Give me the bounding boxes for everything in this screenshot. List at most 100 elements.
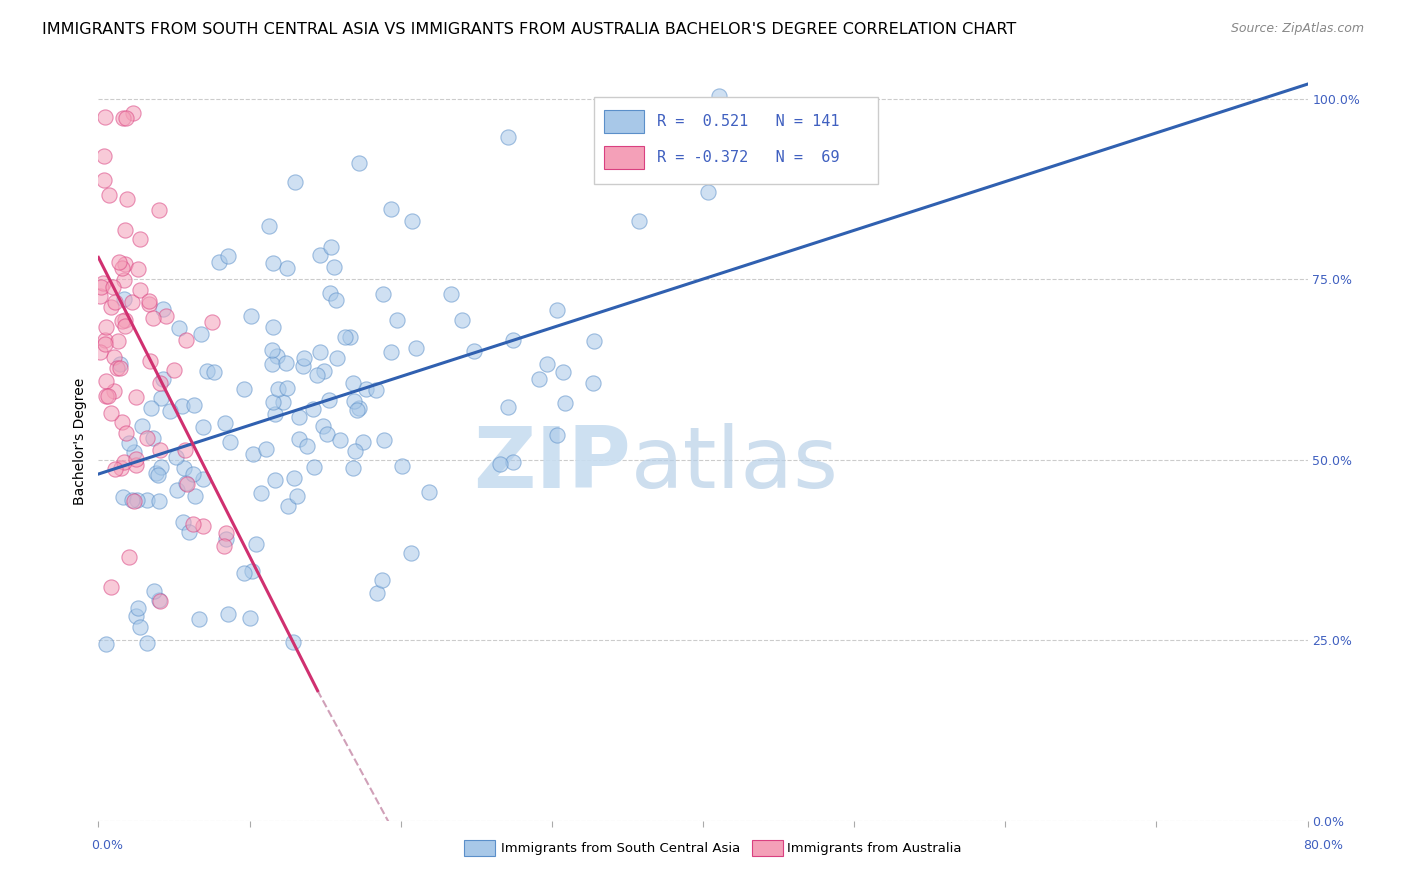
Point [250, 486, 273, 500]
Point [325, 293, 347, 307]
Point [124, 452, 146, 467]
Point [152, 372, 174, 386]
Point [174, 476, 197, 491]
FancyBboxPatch shape [595, 96, 879, 184]
Point [214, 539, 236, 553]
Point [342, 394, 364, 409]
Point [554, 396, 576, 410]
Point [149, 442, 172, 457]
Point [115, 112, 138, 126]
Point [354, 382, 377, 396]
Point [139, 354, 162, 368]
Point [142, 431, 165, 445]
Point [93, 277, 115, 291]
Point [343, 444, 366, 458]
Point [172, 515, 194, 529]
Point [105, 360, 128, 375]
Point [118, 549, 141, 564]
Point [136, 431, 159, 445]
Point [418, 485, 440, 500]
Point [131, 419, 153, 434]
Point [287, 432, 309, 446]
Point [233, 566, 256, 580]
Point [89, 289, 111, 303]
Point [93, 172, 115, 186]
Point [100, 406, 122, 420]
Point [274, 356, 297, 370]
Point [166, 483, 188, 497]
Point [463, 343, 485, 358]
Point [148, 592, 170, 607]
Point [179, 525, 201, 540]
Point [111, 261, 134, 276]
Point [183, 398, 205, 412]
Point [352, 434, 374, 449]
Point [214, 416, 236, 430]
Point [323, 260, 346, 274]
Point [284, 175, 307, 189]
Point [125, 390, 148, 404]
Point [215, 525, 238, 540]
Point [89, 345, 111, 359]
Text: R = -0.372   N =  69: R = -0.372 N = 69 [657, 150, 839, 165]
Point [312, 419, 335, 434]
Point [267, 382, 290, 396]
Point [94, 110, 117, 124]
Point [148, 203, 170, 218]
Point [163, 363, 186, 377]
Point [184, 489, 207, 503]
Point [271, 395, 294, 409]
Point [121, 295, 143, 310]
Point [129, 232, 152, 246]
Point [155, 309, 177, 323]
Point [121, 106, 143, 120]
Point [142, 310, 165, 325]
Point [536, 357, 558, 371]
Point [551, 365, 574, 379]
Point [276, 260, 298, 275]
Point [149, 594, 172, 608]
Point [193, 472, 215, 486]
Text: R =  0.521   N = 141: R = 0.521 N = 141 [657, 114, 839, 129]
Point [138, 296, 160, 310]
Point [347, 401, 370, 416]
Point [174, 334, 197, 348]
Point [257, 219, 280, 233]
Point [93, 336, 115, 351]
Point [114, 319, 136, 334]
Point [302, 459, 325, 474]
Point [97, 389, 120, 403]
Point [401, 546, 423, 560]
Text: 0.0%: 0.0% [91, 839, 124, 852]
Point [128, 283, 150, 297]
Point [111, 491, 134, 505]
Text: 80.0%: 80.0% [1303, 839, 1343, 852]
Point [366, 586, 388, 600]
Point [276, 381, 298, 395]
FancyBboxPatch shape [603, 111, 644, 133]
Point [264, 473, 287, 487]
Point [440, 287, 463, 301]
Point [254, 442, 277, 456]
Point [100, 300, 122, 314]
Point [129, 620, 152, 634]
Point [202, 365, 225, 379]
Point [125, 458, 148, 473]
Point [136, 493, 159, 508]
Point [339, 330, 361, 344]
Point [183, 467, 205, 481]
Point [122, 444, 145, 458]
Point [240, 310, 263, 324]
Point [302, 402, 325, 417]
Point [152, 301, 174, 316]
Point [195, 364, 218, 378]
Point [405, 341, 427, 355]
Point [193, 420, 215, 434]
Point [707, 88, 730, 103]
Point [451, 313, 474, 327]
Point [263, 407, 285, 421]
Point [371, 573, 394, 587]
Point [288, 409, 311, 424]
Point [697, 186, 720, 200]
Point [201, 314, 224, 328]
